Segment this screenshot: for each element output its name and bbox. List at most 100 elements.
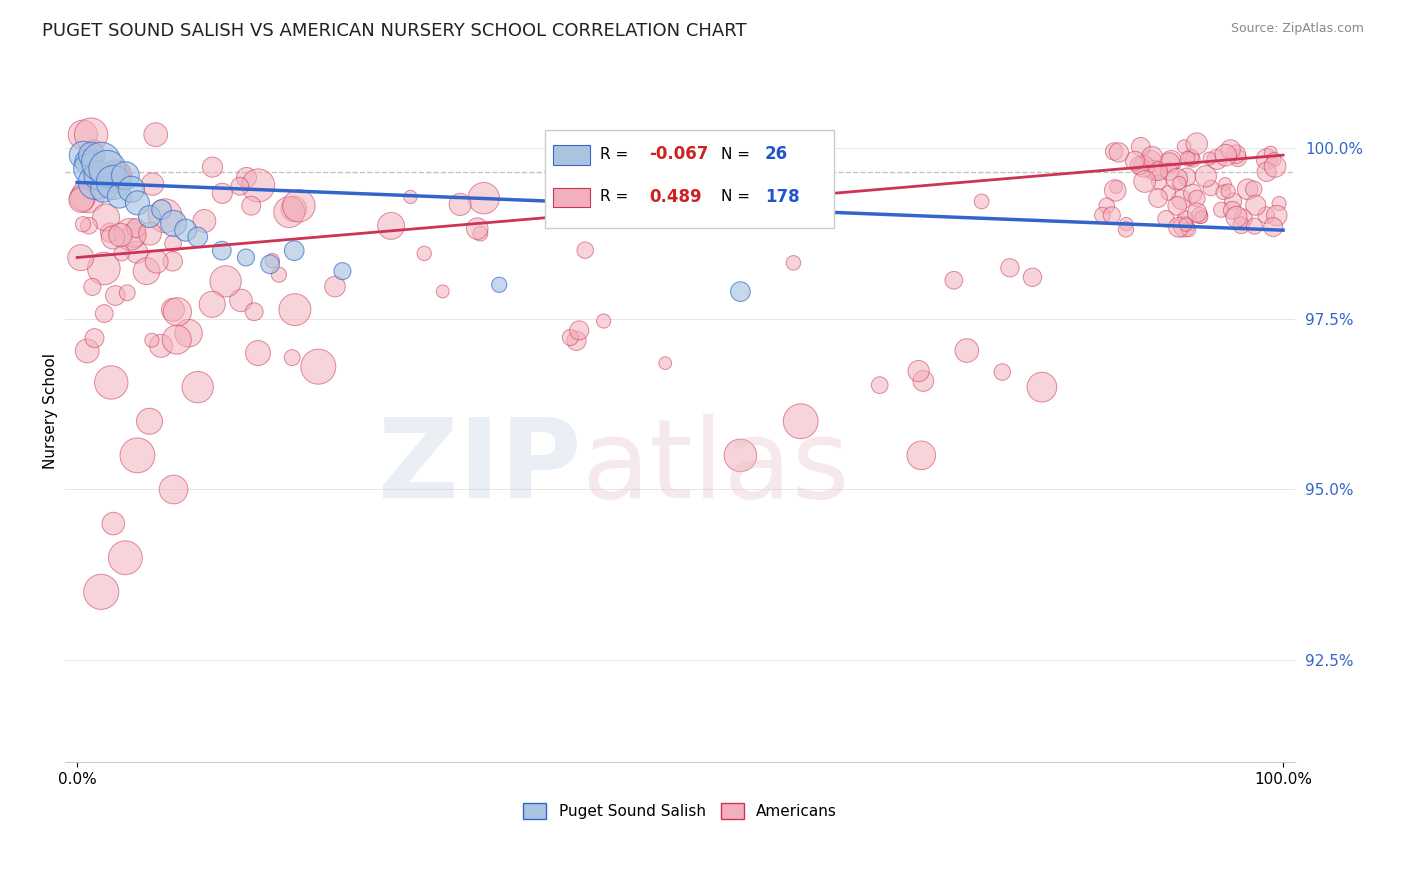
Point [1220,203,1243,218]
Y-axis label: Nursery School: Nursery School [44,353,58,469]
Point [1133,160,1156,174]
Point [1236,182,1258,196]
Point [83,331,105,345]
Point [284,302,307,317]
Point [93,261,115,276]
Point [574,244,596,258]
Point [201,297,224,311]
Point [72,148,94,162]
Point [1230,219,1253,233]
Point [1216,184,1239,198]
Point [1263,220,1285,235]
Point [560,330,582,344]
Point [1108,145,1130,160]
Point [1021,270,1043,285]
Point [229,293,252,308]
Text: ZIP: ZIP [378,414,582,521]
Point [72,217,94,231]
Point [149,339,172,353]
Point [1189,210,1212,224]
Point [141,333,163,347]
Text: PUGET SOUND SALISH VS AMERICAN NURSERY SCHOOL CORRELATION CHART: PUGET SOUND SALISH VS AMERICAN NURSERY S… [42,22,747,40]
Point [82,280,104,294]
Point [177,326,200,341]
Point [139,227,162,241]
Point [162,302,184,317]
Point [413,246,436,260]
Point [90,155,112,169]
Point [1181,153,1204,167]
Point [1129,140,1152,154]
Text: R =: R = [600,147,633,162]
Point [138,210,160,224]
Point [259,257,281,271]
Point [942,273,965,287]
FancyBboxPatch shape [554,145,591,165]
Point [470,227,492,241]
Point [1256,152,1278,166]
Point [1031,380,1053,394]
Point [76,343,98,358]
Point [782,256,804,270]
Text: 0.489: 0.489 [650,187,702,206]
Point [80,128,103,142]
Point [278,205,301,219]
Point [654,356,676,370]
Point [991,365,1014,379]
Text: Source: ZipAtlas.com: Source: ZipAtlas.com [1230,22,1364,36]
Point [1264,160,1286,174]
Text: R =: R = [600,189,633,204]
Point [138,414,160,428]
FancyBboxPatch shape [544,130,834,228]
Point [162,254,184,268]
Point [1101,208,1123,222]
Point [150,202,173,217]
Point [1226,151,1249,165]
Point [323,279,346,293]
Point [267,268,290,282]
Point [72,128,94,142]
Point [730,449,752,463]
Point [108,189,131,203]
Point [77,219,100,233]
Point [970,194,993,209]
Point [449,197,471,211]
Point [907,364,929,378]
Point [1102,145,1125,159]
Point [1219,143,1241,157]
Point [114,169,136,183]
Point [1166,172,1188,186]
Point [1174,218,1197,232]
Point [72,191,94,205]
Text: atlas: atlas [582,414,851,521]
Point [1181,186,1204,201]
Point [101,230,124,244]
Point [1115,222,1137,236]
Point [247,346,270,360]
Point [153,209,176,223]
Point [142,177,165,191]
Point [1167,220,1189,235]
Point [69,251,91,265]
Point [76,155,98,169]
Point [235,251,257,265]
Point [655,194,678,208]
Point [1160,154,1182,169]
Point [1159,165,1181,179]
Point [1244,198,1267,212]
Point [1268,196,1291,211]
Point [1104,183,1126,197]
Point [1147,164,1170,178]
Point [1166,199,1188,213]
Point [1154,211,1177,226]
Point [98,226,121,240]
Point [1095,199,1118,213]
Point [1168,176,1191,190]
Point [105,169,128,184]
Point [1232,211,1254,225]
Point [96,161,118,176]
Point [696,190,718,204]
Point [283,244,305,258]
Point [83,141,105,155]
Point [1212,186,1234,200]
